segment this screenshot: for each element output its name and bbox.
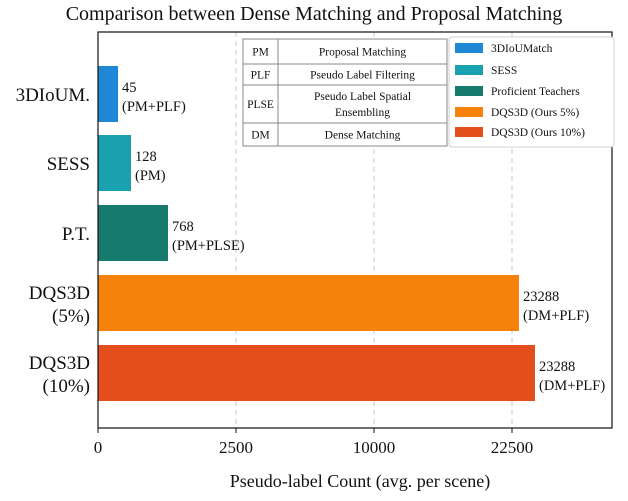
legend-swatch <box>455 107 483 117</box>
legend-box <box>448 36 615 148</box>
bar-3 <box>98 275 519 331</box>
category-label: DQS3D <box>29 353 90 374</box>
x-tick-label: 0 <box>94 438 103 457</box>
table-abbr: DM <box>251 130 270 142</box>
table-desc: Pseudo Label Filtering <box>310 70 415 82</box>
bar-method-label: (DM+PLF) <box>523 308 589 324</box>
legend-label: Proficient Teachers <box>491 86 580 98</box>
bar-value-label: 128 <box>135 149 157 165</box>
x-tick-label: 2500 <box>219 438 253 457</box>
x-axis-label: Pseudo-label Count (avg. per scene) <box>230 471 490 492</box>
x-tick-label: 22500 <box>491 438 534 457</box>
legend-label: 3DIoUMatch <box>491 43 553 55</box>
legend-label: SESS <box>491 65 517 77</box>
abbreviation-table <box>242 38 448 147</box>
bar-0 <box>98 66 118 122</box>
table-desc: Proposal Matching <box>319 47 406 59</box>
table-abbr: PM <box>252 47 269 59</box>
bar-method-label: (PM+PLF) <box>122 99 186 115</box>
bar-method-label: (PM+PLSE) <box>172 238 245 254</box>
table-desc: Ensembling <box>335 107 390 119</box>
table-desc: Dense Matching <box>325 130 401 142</box>
category-label: SESS <box>47 154 90 175</box>
bar-value-label: 23288 <box>539 359 575 375</box>
bar-method-label: (DM+PLF) <box>539 378 605 394</box>
legend-swatch <box>455 43 483 53</box>
bar-2 <box>98 205 168 261</box>
legend-swatch <box>455 86 483 96</box>
legend-label: DQS3D (Ours 10%) <box>491 127 585 139</box>
legend-swatch <box>455 65 483 75</box>
category-label: (10%) <box>43 376 90 397</box>
category-label: (5%) <box>52 306 90 327</box>
plot-frame <box>97 31 613 429</box>
table-desc: Pseudo Label Spatial <box>314 91 411 103</box>
legend-swatch <box>455 127 483 137</box>
bar-value-label: 45 <box>122 80 137 96</box>
bar-method-label: (PM) <box>135 168 166 184</box>
bar-4 <box>98 345 535 401</box>
bar-value-label: 23288 <box>523 289 559 305</box>
table-abbr: PLSE <box>247 99 274 111</box>
bar-1 <box>98 135 131 191</box>
category-label: P.T. <box>62 224 90 245</box>
legend-label: DQS3D (Ours 5%) <box>491 107 579 119</box>
category-label: 3DIoUM. <box>16 85 90 106</box>
bar-value-label: 768 <box>172 219 194 235</box>
category-label: DQS3D <box>29 283 90 304</box>
x-tick-label: 10000 <box>353 438 396 457</box>
chart-title: Comparison between Dense Matching and Pr… <box>66 3 563 25</box>
table-abbr: PLF <box>251 70 271 82</box>
